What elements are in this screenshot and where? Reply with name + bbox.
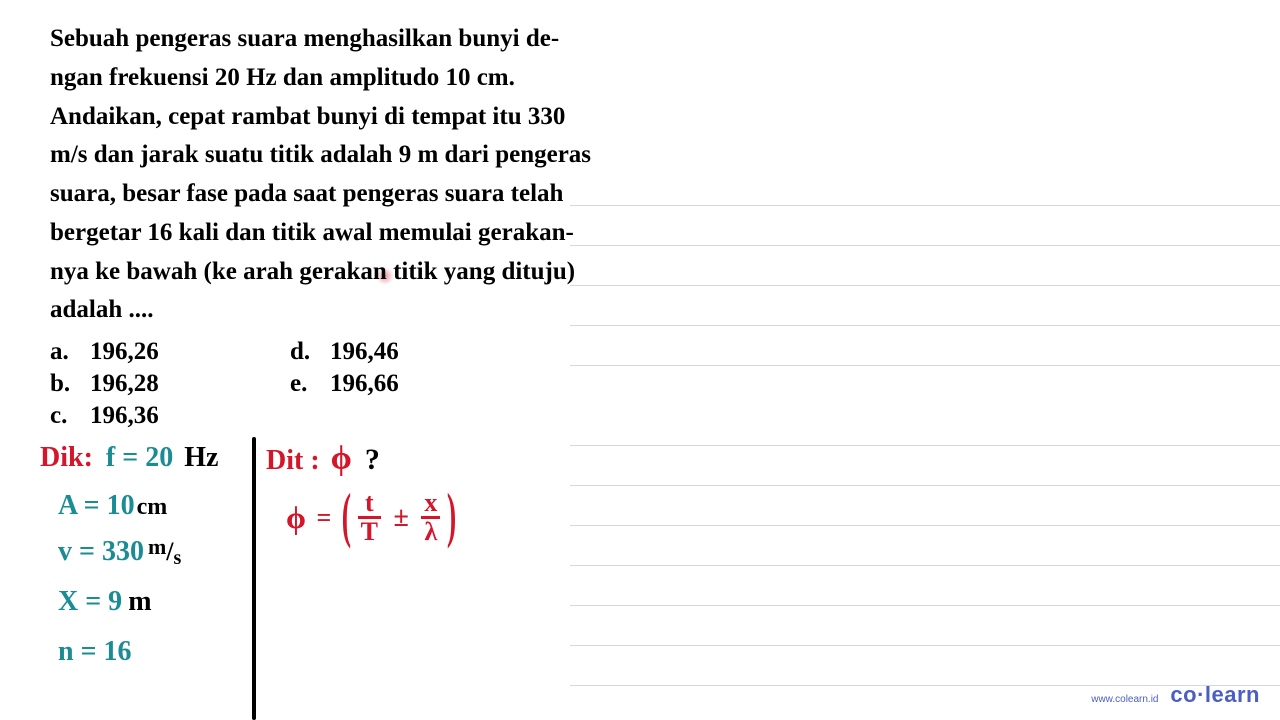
ruled-line <box>570 645 1280 646</box>
question-line: adalah .... <box>50 296 154 323</box>
ruled-line <box>570 485 1280 486</box>
brand-left: co <box>1170 682 1197 707</box>
option-letter: c. <box>50 402 74 430</box>
ruled-line <box>570 525 1280 526</box>
option-b: b. 196,28 <box>50 370 290 398</box>
footer-url: www.colearn.id <box>1091 694 1158 705</box>
ruled-line <box>570 605 1280 606</box>
dik-distance: X = 9m <box>58 586 152 618</box>
content-area: Sebuah pengeras suara menghasilkan bunyi… <box>0 0 1280 450</box>
option-c: c. 196,36 <box>50 402 290 430</box>
option-e: e. 196,66 <box>290 370 530 398</box>
dik-n: n = 16 <box>58 636 132 668</box>
question-line: Andaikan, cepat rambat bunyi di tempat i… <box>50 103 565 130</box>
answer-options: a. 196,26 d. 196,46 b. 196,28 e. 196,66 … <box>50 338 1230 430</box>
footer-brand: www.colearn.id co·learn <box>1091 682 1260 708</box>
option-letter: d. <box>290 338 314 366</box>
plus-minus: ± <box>393 502 408 533</box>
frac-den: T <box>358 519 381 545</box>
brand-right: learn <box>1205 682 1260 707</box>
question-line: nya ke bawah (ke arah gerakan titik yang… <box>50 258 575 285</box>
question-line: bergetar 16 kali dan titik awal memulai … <box>50 219 574 246</box>
frac-den: λ <box>421 519 440 545</box>
frac-num: x <box>421 490 440 519</box>
option-letter: e. <box>290 370 314 398</box>
fraction-t-over-T: t T <box>358 490 381 545</box>
phi-formula: ϕ = ( t T ± x λ ) <box>286 490 456 545</box>
option-value: 196,36 <box>90 402 159 430</box>
brand-dot: · <box>1197 682 1205 707</box>
option-letter: b. <box>50 370 74 398</box>
option-letter: a. <box>50 338 74 366</box>
option-value: 196,28 <box>90 370 159 398</box>
brand-logo: co·learn <box>1170 682 1260 707</box>
option-value: 196,66 <box>330 370 399 398</box>
ruled-line <box>570 565 1280 566</box>
formula-lhs-phi: ϕ <box>286 499 306 535</box>
question-line: suara, besar fase pada saat pengeras sua… <box>50 180 563 207</box>
question-line: Sebuah pengeras suara menghasilkan bunyi… <box>50 25 559 52</box>
question-text: Sebuah pengeras suara menghasilkan bunyi… <box>50 20 610 330</box>
left-paren: ( <box>342 482 351 552</box>
option-a: a. 196,26 <box>50 338 290 366</box>
question-line: m/s dan jarak suatu titik adalah 9 m dar… <box>50 141 591 168</box>
dik-amplitude: A = 10cm <box>58 490 167 522</box>
right-paren: ) <box>447 482 456 552</box>
frac-num: t <box>358 490 381 519</box>
question-line: ngan frekuensi 20 Hz dan amplitudo 10 cm… <box>50 64 515 91</box>
vertical-divider <box>252 437 256 720</box>
option-d: d. 196,46 <box>290 338 530 366</box>
dik-velocity: v = 330m/s <box>58 536 181 568</box>
fraction-x-over-lambda: x λ <box>421 490 440 545</box>
option-value: 196,46 <box>330 338 399 366</box>
option-value: 196,26 <box>90 338 159 366</box>
